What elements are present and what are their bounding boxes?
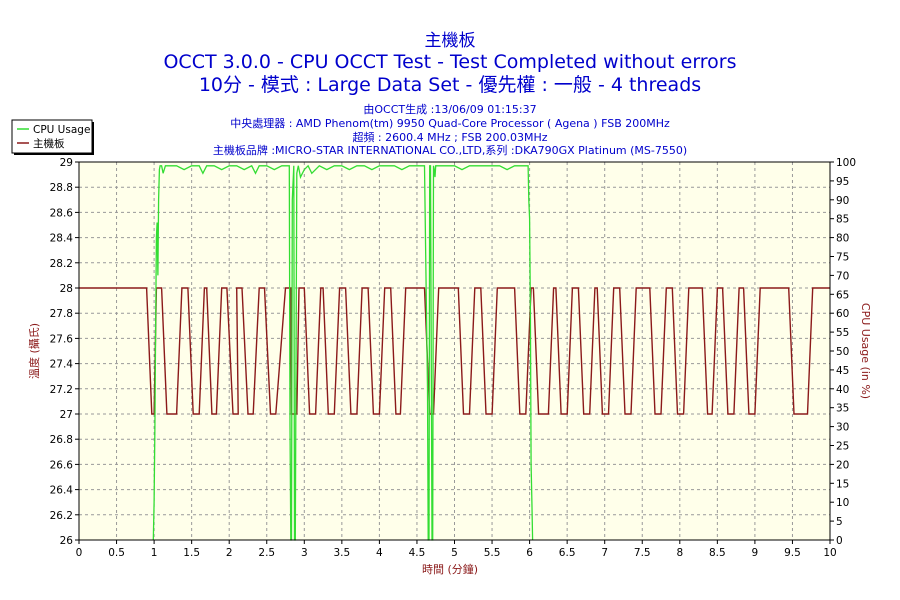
info-line-2: 中央處理器 : AMD Phenom(tm) 9950 Quad-Core Pr… bbox=[230, 116, 670, 130]
y-tick-label-left: 27.6 bbox=[50, 333, 74, 345]
chart-title: 主機板 bbox=[425, 31, 476, 51]
chart-subtitle: OCCT 3.0.0 - CPU OCCT Test - Test Comple… bbox=[163, 51, 736, 73]
y-tick-label-right: 60 bbox=[836, 308, 849, 320]
y-tick-label-left: 26 bbox=[60, 535, 74, 547]
y-tick-label-left: 27.8 bbox=[50, 308, 73, 320]
y-tick-label-right: 25 bbox=[836, 441, 849, 453]
info-line-3: 超頻 : 2600.4 MHz ; FSB 200.03MHz bbox=[352, 130, 547, 144]
y-tick-label-right: 100 bbox=[836, 157, 856, 169]
y-tick-label-left: 26.6 bbox=[50, 459, 74, 471]
y-tick-label-left: 28.2 bbox=[50, 258, 73, 270]
x-tick-label: 0 bbox=[76, 547, 83, 559]
y-tick-label-right: 15 bbox=[836, 478, 849, 490]
y-tick-label-right: 50 bbox=[836, 346, 849, 358]
x-tick-label: 10 bbox=[823, 547, 836, 559]
series-cpu-usage-line bbox=[152, 164, 534, 541]
x-tick-label: 5.5 bbox=[484, 547, 501, 559]
x-tick-label: 4.5 bbox=[409, 547, 426, 559]
x-tick-label: 0.5 bbox=[108, 547, 125, 559]
y-tick-label-left: 26.4 bbox=[50, 485, 74, 497]
x-tick-label: 1 bbox=[151, 547, 158, 559]
info-line-4: 主機板品牌 :MICRO-STAR INTERNATIONAL CO.,LTD,… bbox=[213, 143, 687, 157]
x-tick-label: 2 bbox=[226, 547, 233, 559]
y-tick-label-right: 30 bbox=[836, 422, 849, 434]
x-tick-label: 8 bbox=[676, 547, 683, 559]
series-temperature-line bbox=[79, 287, 830, 415]
y-tick-label-left: 26.2 bbox=[50, 510, 73, 522]
y-tick-label-right: 40 bbox=[836, 384, 849, 396]
axis-ticks: 0 0.5 1 1.5 2 2.5 3 3.5 4 4.5 5 5.5 6 6.5 7 7.5 8 8.5 9 9.5… bbox=[50, 157, 856, 559]
y-tick-label-left: 28.6 bbox=[50, 207, 74, 219]
x-tick-label: 2.5 bbox=[258, 547, 275, 559]
legend-label-cpu-usage: CPU Usage bbox=[33, 124, 90, 136]
grid bbox=[79, 162, 830, 540]
y-tick-label-right: 70 bbox=[836, 270, 849, 282]
y-tick-label-right: 55 bbox=[836, 327, 849, 339]
x-tick-label: 7 bbox=[601, 547, 608, 559]
x-tick-label: 3.5 bbox=[333, 547, 350, 559]
y-tick-label-left: 28.8 bbox=[50, 182, 73, 194]
legend-label-temperature: 主機板 bbox=[33, 137, 65, 150]
x-axis-label: 時間 (分鐘) bbox=[422, 562, 478, 576]
y-axis-label-right: CPU Usage (in %) bbox=[859, 303, 872, 399]
x-tick-label: 9.5 bbox=[784, 547, 801, 559]
y-tick-label-right: 45 bbox=[836, 365, 849, 377]
y-tick-label-left: 28 bbox=[60, 283, 73, 295]
y-tick-label-right: 5 bbox=[836, 516, 843, 528]
x-tick-label: 5 bbox=[451, 547, 458, 559]
x-tick-label: 6 bbox=[526, 547, 533, 559]
y-tick-label-left: 26.8 bbox=[50, 434, 73, 446]
y-tick-label-left: 29 bbox=[60, 157, 73, 169]
x-tick-label: 9 bbox=[752, 547, 759, 559]
chart-subtitle-2: 10分 - 模式 : Large Data Set - 優先權 : 一般 - 4… bbox=[199, 74, 701, 96]
y-tick-label-right: 75 bbox=[836, 252, 849, 264]
y-axis-label-left: 溫度 (攝氏) bbox=[27, 323, 41, 379]
y-tick-label-right: 35 bbox=[836, 403, 849, 415]
y-tick-label-right: 90 bbox=[836, 195, 849, 207]
x-tick-label: 8.5 bbox=[709, 547, 726, 559]
x-tick-label: 3 bbox=[301, 547, 308, 559]
y-tick-label-right: 0 bbox=[836, 535, 843, 547]
plot-frame bbox=[78, 161, 831, 541]
y-tick-label-left: 27.2 bbox=[50, 384, 73, 396]
y-tick-label-left: 28.4 bbox=[50, 233, 74, 245]
y-tick-label-right: 80 bbox=[836, 233, 849, 245]
x-tick-label: 1.5 bbox=[183, 547, 200, 559]
y-tick-label-left: 27.4 bbox=[50, 359, 74, 371]
legend: CPU Usage 主機板 bbox=[11, 119, 94, 155]
y-tick-label-right: 85 bbox=[836, 214, 849, 226]
x-tick-label: 6.5 bbox=[559, 547, 576, 559]
series-layer bbox=[79, 164, 830, 541]
x-tick-label: 7.5 bbox=[634, 547, 651, 559]
y-tick-label-right: 10 bbox=[836, 497, 849, 509]
info-line-1: 由OCCT生成 :13/06/09 01:15:37 bbox=[363, 102, 536, 116]
y-tick-label-right: 20 bbox=[836, 459, 849, 471]
legend-box bbox=[11, 119, 93, 154]
y-tick-label-right: 65 bbox=[836, 289, 849, 301]
x-tick-label: 4 bbox=[376, 547, 383, 559]
y-tick-label-left: 27 bbox=[60, 409, 73, 421]
y-tick-label-right: 95 bbox=[836, 176, 849, 188]
